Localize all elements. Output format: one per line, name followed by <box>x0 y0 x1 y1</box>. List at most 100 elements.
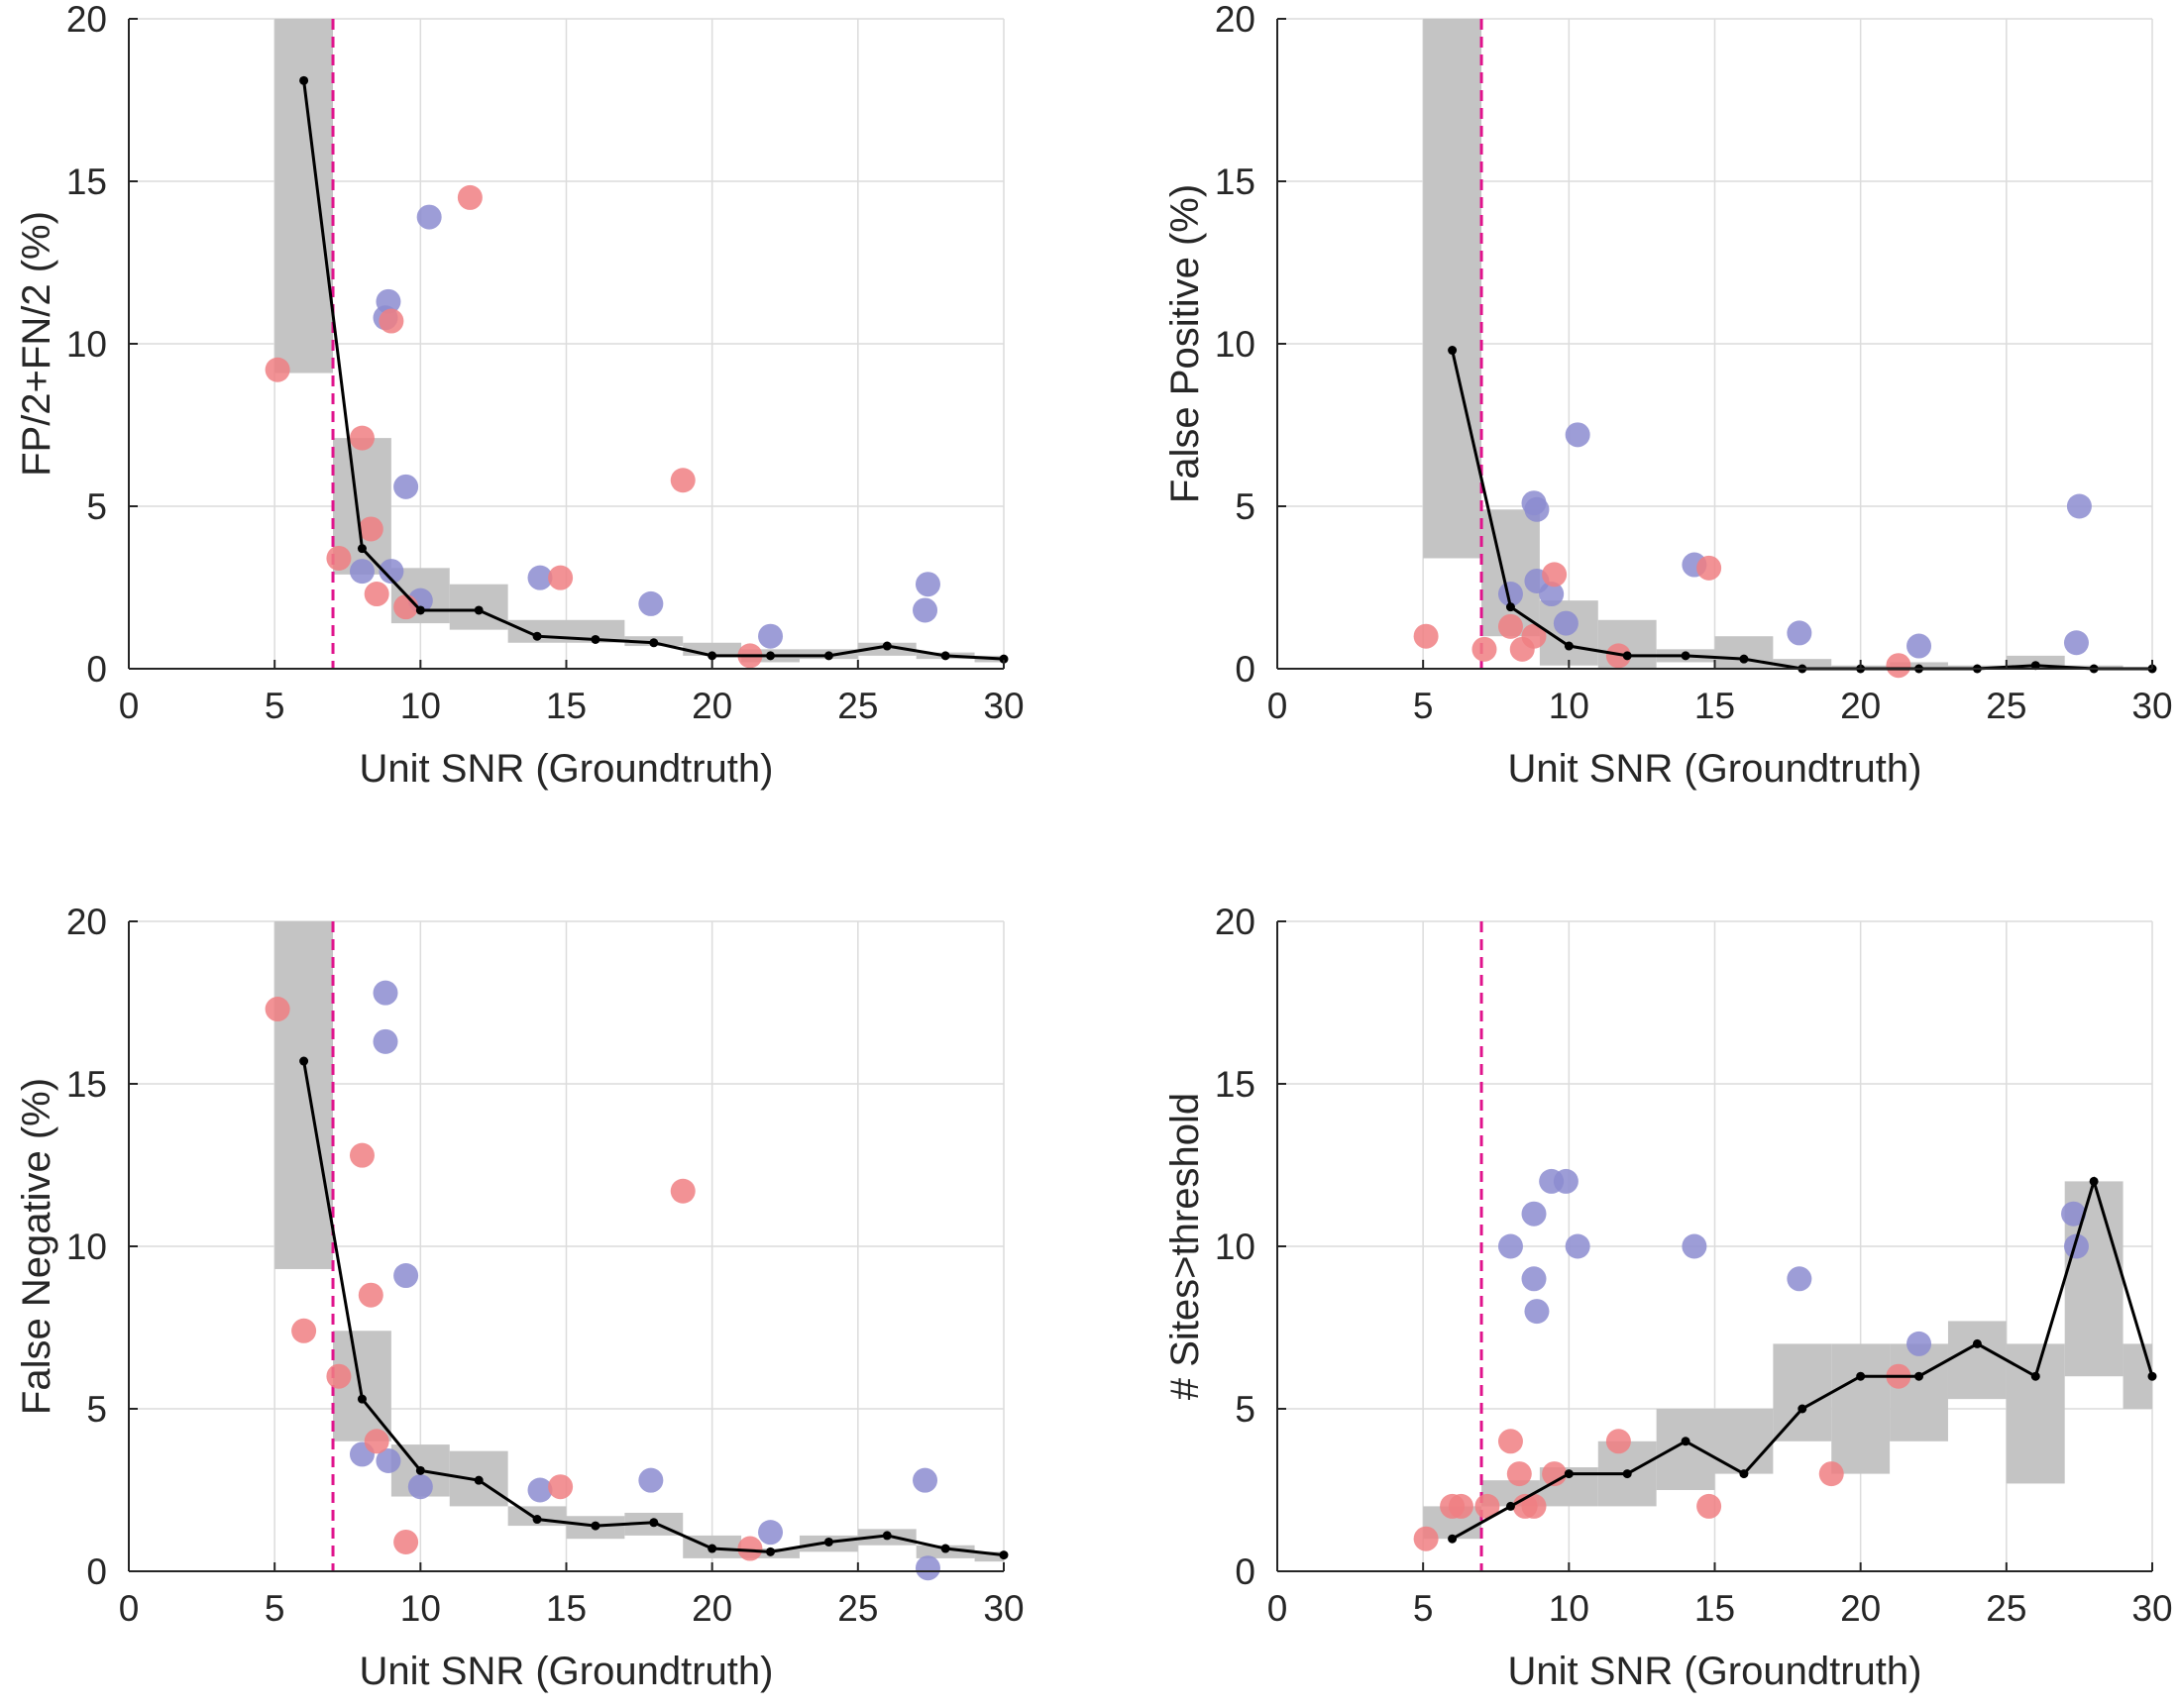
scatter-point <box>407 1474 433 1500</box>
y-tick-label: 10 <box>66 1227 107 1267</box>
y-tick-label: 15 <box>66 161 107 202</box>
series-2 <box>1413 555 1911 679</box>
scatter-point <box>379 308 404 334</box>
band-rect <box>1773 659 1832 669</box>
band-rect <box>274 19 334 374</box>
trend-marker <box>1972 1338 1982 1348</box>
scatter-point <box>548 1474 574 1500</box>
scatter-point <box>1565 1233 1590 1259</box>
scatter-point <box>527 1477 553 1503</box>
y-tick-label: 0 <box>86 1551 107 1592</box>
scatter-point <box>638 590 664 616</box>
x-tick-label: 20 <box>692 1588 732 1629</box>
scatter-point <box>416 204 442 230</box>
x-tick-label: 25 <box>837 686 878 726</box>
x-tick-label: 25 <box>837 1588 878 1629</box>
scatter-point <box>670 1178 696 1204</box>
x-tick-label: 30 <box>2131 1588 2172 1629</box>
scatter-point <box>670 468 696 493</box>
scatter-point <box>1906 633 1932 659</box>
scatter-point <box>1524 496 1550 522</box>
band-rect <box>566 619 625 643</box>
x-tick-label: 10 <box>1549 686 1589 726</box>
series-1 <box>1497 422 2092 659</box>
band-rect <box>274 921 334 1269</box>
x-tick-label: 15 <box>1694 1588 1735 1629</box>
y-tick-label: 10 <box>66 324 107 365</box>
scatter-point <box>373 1028 398 1054</box>
scatter-point <box>758 623 784 649</box>
x-tick-label: 30 <box>983 686 1024 726</box>
scatter-point <box>1497 1233 1523 1259</box>
x-tick-label: 25 <box>1986 686 2026 726</box>
scatter-point <box>1565 422 1590 448</box>
trend-marker <box>708 1544 717 1553</box>
x-tick-label: 0 <box>119 686 140 726</box>
trend-marker <box>299 75 309 85</box>
series-2 <box>265 997 763 1561</box>
chart-panel-2: 0 5 10 15 20 25 30 0 5 10 15 20 Unit SNR (Groundtrut… <box>1163 0 2173 791</box>
scatter-point <box>393 1263 419 1289</box>
scatter-point <box>1497 582 1523 607</box>
scatter-point <box>1521 1201 1547 1227</box>
trend-marker <box>532 1515 542 1525</box>
scatter-point <box>1886 653 1911 679</box>
trend-marker <box>591 634 600 644</box>
y-tick-label: 15 <box>1215 161 1255 202</box>
chart-panel-3: 0 5 10 15 20 25 30 0 5 10 15 20 Unit SNR (Groundtrut… <box>15 902 1025 1693</box>
band-rect <box>974 1551 1004 1562</box>
x-axis-label: Unit SNR (Groundtruth) <box>1508 747 1922 791</box>
x-axis-label: Unit SNR (Groundtruth) <box>360 1650 774 1693</box>
y-tick-label: 10 <box>1215 1227 1255 1267</box>
chart-panel-4: 0 5 10 15 20 25 30 0 5 10 15 20 Unit SNR (Groundtrut… <box>1163 902 2173 1693</box>
y-tick-label: 15 <box>66 1064 107 1105</box>
scatter-point <box>457 184 483 210</box>
y-tick-label: 5 <box>86 1389 107 1430</box>
x-tick-label: 25 <box>1986 1588 2026 1629</box>
scatter-point <box>1605 1429 1631 1454</box>
trend-marker <box>940 1544 950 1553</box>
trend-marker <box>1681 1437 1690 1446</box>
trend-marker <box>1622 1469 1632 1479</box>
trend-marker <box>1564 1469 1574 1479</box>
series-2 <box>265 184 763 669</box>
trend-marker <box>1681 651 1690 661</box>
x-axis-label: Unit SNR (Groundtruth) <box>1508 1650 1922 1693</box>
trend-marker <box>1797 1404 1807 1414</box>
trend-marker <box>591 1521 600 1531</box>
y-axis-label: FP/2+FN/2 (%) <box>15 211 58 477</box>
trend-marker <box>1505 602 1515 612</box>
trend-marker <box>474 605 484 615</box>
scatter-point <box>1696 1493 1722 1519</box>
scatter-point <box>2066 493 2092 519</box>
x-tick-label: 10 <box>1549 1588 1589 1629</box>
scatter-point <box>527 565 553 590</box>
trend-marker <box>766 1547 776 1556</box>
y-tick-label: 0 <box>86 649 107 690</box>
x-tick-label: 20 <box>1840 1588 1881 1629</box>
trend-marker <box>940 651 950 661</box>
trend-marker <box>357 1394 367 1404</box>
scatter-point <box>1787 1266 1812 1292</box>
series-1 <box>1497 1168 2089 1356</box>
trend-marker <box>649 1518 659 1528</box>
scatter-point <box>349 1142 375 1168</box>
scatter-point <box>638 1467 664 1493</box>
trend-marker <box>882 641 892 651</box>
y-tick-label: 10 <box>1215 324 1255 365</box>
scatter-point <box>2063 630 2089 656</box>
scatter-point <box>1448 1493 1473 1519</box>
y-axis-label: False Negative (%) <box>15 1078 58 1415</box>
trend-marker <box>2147 1371 2157 1381</box>
trend-marker <box>823 1537 833 1547</box>
x-tick-label: 10 <box>400 686 441 726</box>
x-tick-label: 5 <box>1413 1588 1434 1629</box>
x-tick-label: 30 <box>983 1588 1024 1629</box>
y-tick-label: 20 <box>66 0 107 40</box>
x-tick-label: 15 <box>546 1588 587 1629</box>
scatter-point <box>1471 636 1497 662</box>
trend-marker <box>1739 654 1749 664</box>
y-tick-label: 5 <box>1235 1389 1255 1430</box>
trend-marker <box>1622 651 1632 661</box>
trend-marker <box>1856 1371 1866 1381</box>
